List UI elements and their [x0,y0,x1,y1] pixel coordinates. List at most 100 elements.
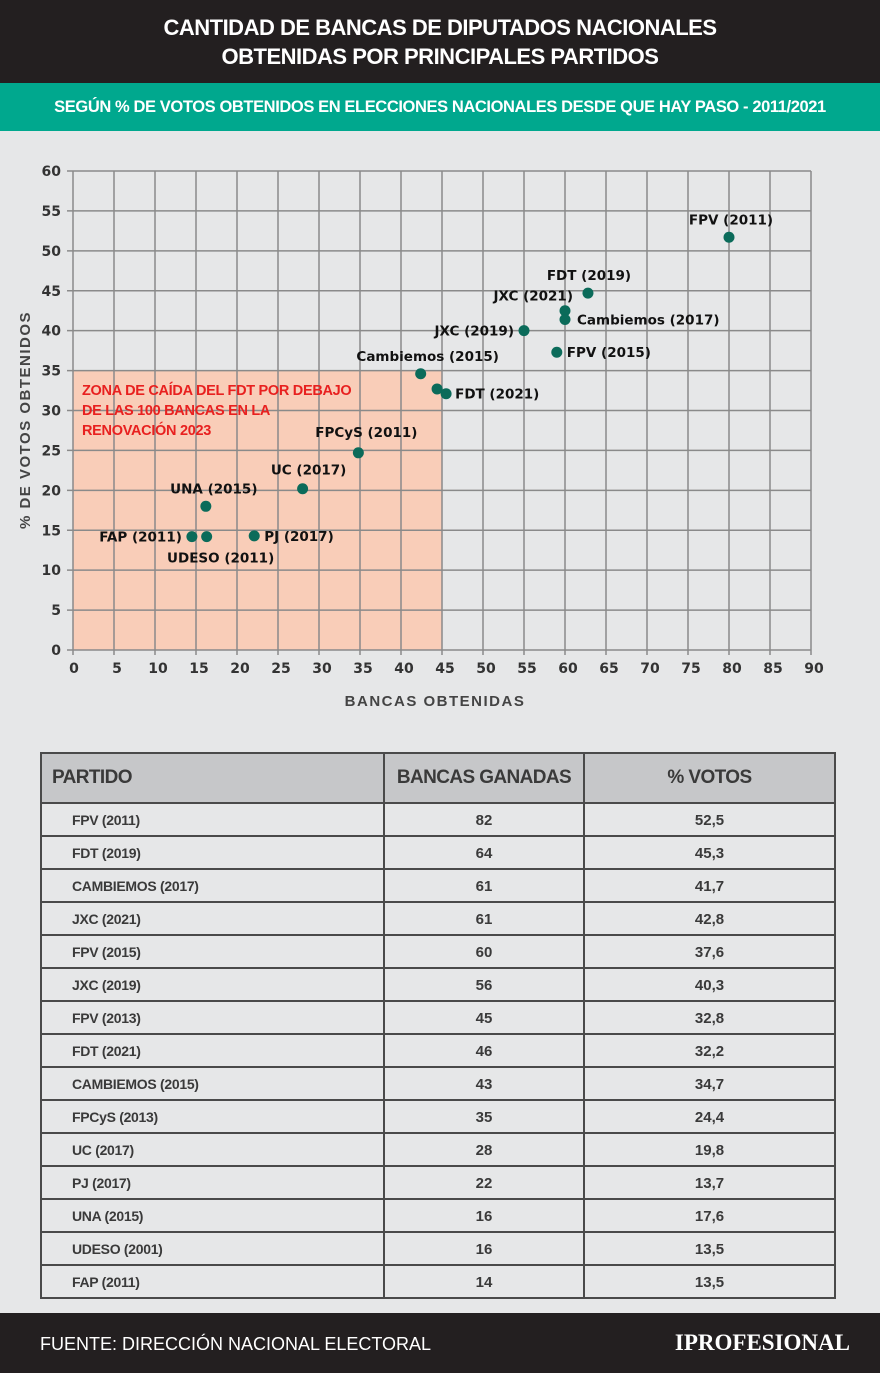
fdt-zone [73,370,442,650]
point-label: JXC (2019) [434,324,514,340]
y-tick-label: 5 [51,603,61,619]
data-point [352,447,364,459]
y-tick-label: 25 [42,443,61,459]
iprofesional-logo: IPROFESIONAL [674,1330,850,1355]
header-partido: PARTIDO [40,752,385,804]
point-label: PJ (2017) [264,529,334,545]
source-text: FUENTE: DIRECCIÓN NACIONAL ELECTORAL [40,1334,432,1354]
y-tick-label: 0 [51,643,61,659]
x-tick-label: 30 [312,661,332,677]
table-row: JXC (2021) 61 42,8 [40,901,836,936]
cell-votos: 40,3 [583,967,836,1002]
table-row: UDESO (2001) 16 13,5 [40,1231,836,1266]
cell-partido: FPCyS (2013) [40,1099,385,1134]
data-point [415,368,427,380]
cell-bancas: 56 [383,967,585,1002]
table-header-row: PARTIDO BANCAS GANADAS % VOTOS [40,752,836,804]
title-line-2: OBTENIDAS POR PRINCIPALES PARTIDOS [221,44,659,69]
cell-partido: CAMBIEMOS (2017) [40,868,385,903]
y-tick-label: 50 [42,244,62,260]
y-tick-label: 40 [42,324,62,340]
data-point [431,383,443,395]
scatter-chart: 0 5 10 15 20 25 30 35 40 45 50 55 60 65 70 75 80 85 90 0 5 10… [17,164,824,710]
point-label: FDT (2021) [455,387,539,403]
point-label: Cambiemos (2015) [356,349,499,365]
y-tick-label: 60 [42,164,62,180]
cell-partido: JXC (2021) [40,901,385,936]
x-tick-label: 35 [353,661,372,677]
cell-partido: CAMBIEMOS (2015) [40,1066,385,1101]
cell-votos: 13,5 [583,1264,836,1299]
cell-votos: 41,7 [583,868,836,903]
table-row: PJ (2017) 22 13,7 [40,1165,836,1200]
title-banner: CANTIDAD DE BANCAS DE DIPUTADOS NACIONAL… [0,0,880,83]
point-label: UC (2017) [271,463,346,479]
cell-bancas: 46 [383,1033,585,1068]
table-row: FPV (2011) 82 52,5 [40,802,836,837]
table-row: FAP (2011) 14 13,5 [40,1264,836,1299]
cell-votos: 17,6 [583,1198,836,1233]
data-table: PARTIDO BANCAS GANADAS % VOTOS FPV (2011… [40,752,836,1299]
table-row: CAMBIEMOS (2015) 43 34,7 [40,1066,836,1101]
data-point [551,346,563,358]
title-line-1: CANTIDAD DE BANCAS DE DIPUTADOS NACIONAL… [163,15,717,40]
header-votos: % VOTOS [583,752,836,804]
y-tick-label: 15 [42,523,61,539]
x-tick-label: 90 [804,661,824,677]
cell-votos: 37,6 [583,934,836,969]
table-row: CAMBIEMOS (2017) 61 41,7 [40,868,836,903]
x-tick-label: 75 [681,661,700,677]
point-label: FAP (2011) [99,530,182,546]
data-point [186,531,198,543]
cell-bancas: 43 [383,1066,585,1101]
x-tick-label: 50 [476,661,496,677]
cell-bancas: 16 [383,1198,585,1233]
x-tick-label: 5 [112,661,122,677]
point-label: UDESO (2011) [167,551,274,567]
data-point [723,231,735,243]
y-tick-label: 55 [42,204,61,220]
cell-bancas: 60 [383,934,585,969]
x-tick-label: 20 [230,661,250,677]
cell-bancas: 16 [383,1231,585,1266]
cell-bancas: 82 [383,802,585,837]
cell-bancas: 64 [383,835,585,870]
x-tick-label: 10 [148,661,168,677]
table-row: UC (2017) 28 19,8 [40,1132,836,1167]
data-point [200,500,212,512]
cell-bancas: 28 [383,1132,585,1167]
cell-partido: FAP (2011) [40,1264,385,1299]
cell-bancas: 35 [383,1099,585,1134]
y-tick-label: 10 [42,563,62,579]
header-bancas: BANCAS GANADAS [383,752,585,804]
cell-bancas: 61 [383,901,585,936]
cell-partido: FPV (2015) [40,934,385,969]
cell-bancas: 61 [383,868,585,903]
y-tick-label: 30 [42,404,62,420]
data-point [248,530,260,542]
x-axis-label: BANCAS OBTENIDAS [345,693,526,710]
cell-partido: UDESO (2001) [40,1231,385,1266]
cell-votos: 45,3 [583,835,836,870]
cell-votos: 32,2 [583,1033,836,1068]
cell-votos: 42,8 [583,901,836,936]
point-label: FPCyS (2011) [315,425,417,441]
cell-votos: 24,4 [583,1099,836,1134]
data-point [518,325,530,337]
point-label: FPV (2015) [567,345,651,361]
cell-partido: PJ (2017) [40,1165,385,1200]
point-label: JXC (2021) [493,289,573,305]
cell-bancas: 14 [383,1264,585,1299]
table-row: JXC (2019) 56 40,3 [40,967,836,1002]
data-point [559,313,571,325]
y-tick-label: 45 [42,284,61,300]
x-tick-label: 45 [435,661,454,677]
cell-bancas: 22 [383,1165,585,1200]
x-tick-label: 85 [763,661,782,677]
y-tick-label: 35 [42,364,61,380]
cell-votos: 34,7 [583,1066,836,1101]
cell-votos: 52,5 [583,802,836,837]
cell-votos: 19,8 [583,1132,836,1167]
cell-partido: UNA (2015) [40,1198,385,1233]
